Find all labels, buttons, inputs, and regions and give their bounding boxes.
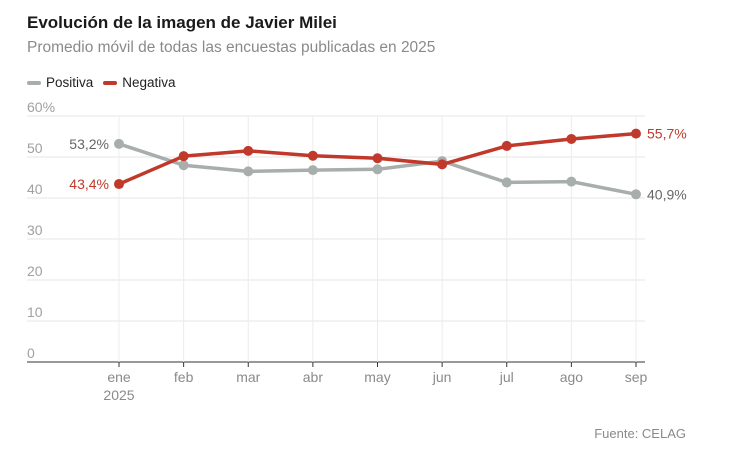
data-point-positiva (243, 166, 254, 177)
y-tick-label: 30 (27, 222, 43, 238)
source-note: Fuente: CELAG (594, 426, 686, 441)
data-label-negativa: 55,7% (647, 126, 687, 142)
chart-subtitle: Promedio móvil de todas las encuestas pu… (27, 39, 436, 56)
legend-label-positiva: Positiva (46, 75, 94, 90)
y-tick-label: 10 (27, 304, 43, 320)
data-point-positiva (501, 177, 512, 188)
y-tick-label: 0 (27, 345, 35, 361)
data-point-positiva (114, 138, 124, 149)
data-label-negativa: 43,4% (69, 176, 109, 192)
data-point-negativa (114, 179, 124, 190)
y-tick-label: 60% (27, 99, 55, 115)
data-point-negativa (243, 145, 254, 156)
data-point-negativa (501, 140, 512, 151)
x-tick-label: may (364, 369, 390, 385)
x-tick-label: jun (432, 369, 452, 385)
series-layer (114, 128, 641, 200)
data-point-positiva (372, 164, 383, 175)
data-point-negativa (307, 150, 318, 161)
data-point-negativa (437, 159, 448, 170)
data-point-negativa (566, 133, 577, 144)
legend-label-negativa: Negativa (122, 75, 176, 90)
x-tick-label: feb (174, 369, 194, 385)
data-point-negativa (372, 153, 383, 164)
data-label-positiva: 40,9% (647, 186, 687, 202)
data-point-positiva (307, 165, 318, 176)
legend-swatch-negativa (103, 80, 118, 85)
x-tick-label: jul (499, 369, 514, 385)
data-label-positiva: 53,2% (69, 136, 109, 152)
legend: Positiva Negativa (27, 75, 186, 90)
x-tick-label: abr (303, 369, 324, 385)
data-point-positiva (566, 176, 577, 187)
grid-layer: 60% 50 40 30 20 10 0 ene 2025 feb mar abr may jun jul a… (27, 99, 647, 403)
data-point-negativa (178, 151, 189, 162)
x-tick-label: mar (236, 369, 260, 385)
legend-swatch-positiva (27, 80, 41, 85)
data-point-negativa (631, 128, 641, 139)
legend-item-positiva: Positiva (27, 75, 93, 90)
y-tick-label: 50 (27, 140, 43, 156)
legend-item-negativa: Negativa (103, 75, 176, 90)
x-tick-label: sep (625, 369, 648, 385)
y-tick-label: 20 (27, 263, 43, 279)
data-point-positiva (178, 160, 189, 171)
x-tick-label: ago (560, 369, 584, 385)
y-tick-label: 40 (27, 181, 43, 197)
chart-title: Evolución de la imagen de Javier Milei (27, 13, 337, 32)
label-layer: 53,2% 40,9% 43,4% 55,7% (69, 126, 686, 203)
data-point-positiva (631, 189, 641, 200)
x-tick-sublabel: 2025 (103, 387, 134, 403)
x-tick-label: ene (107, 369, 131, 385)
